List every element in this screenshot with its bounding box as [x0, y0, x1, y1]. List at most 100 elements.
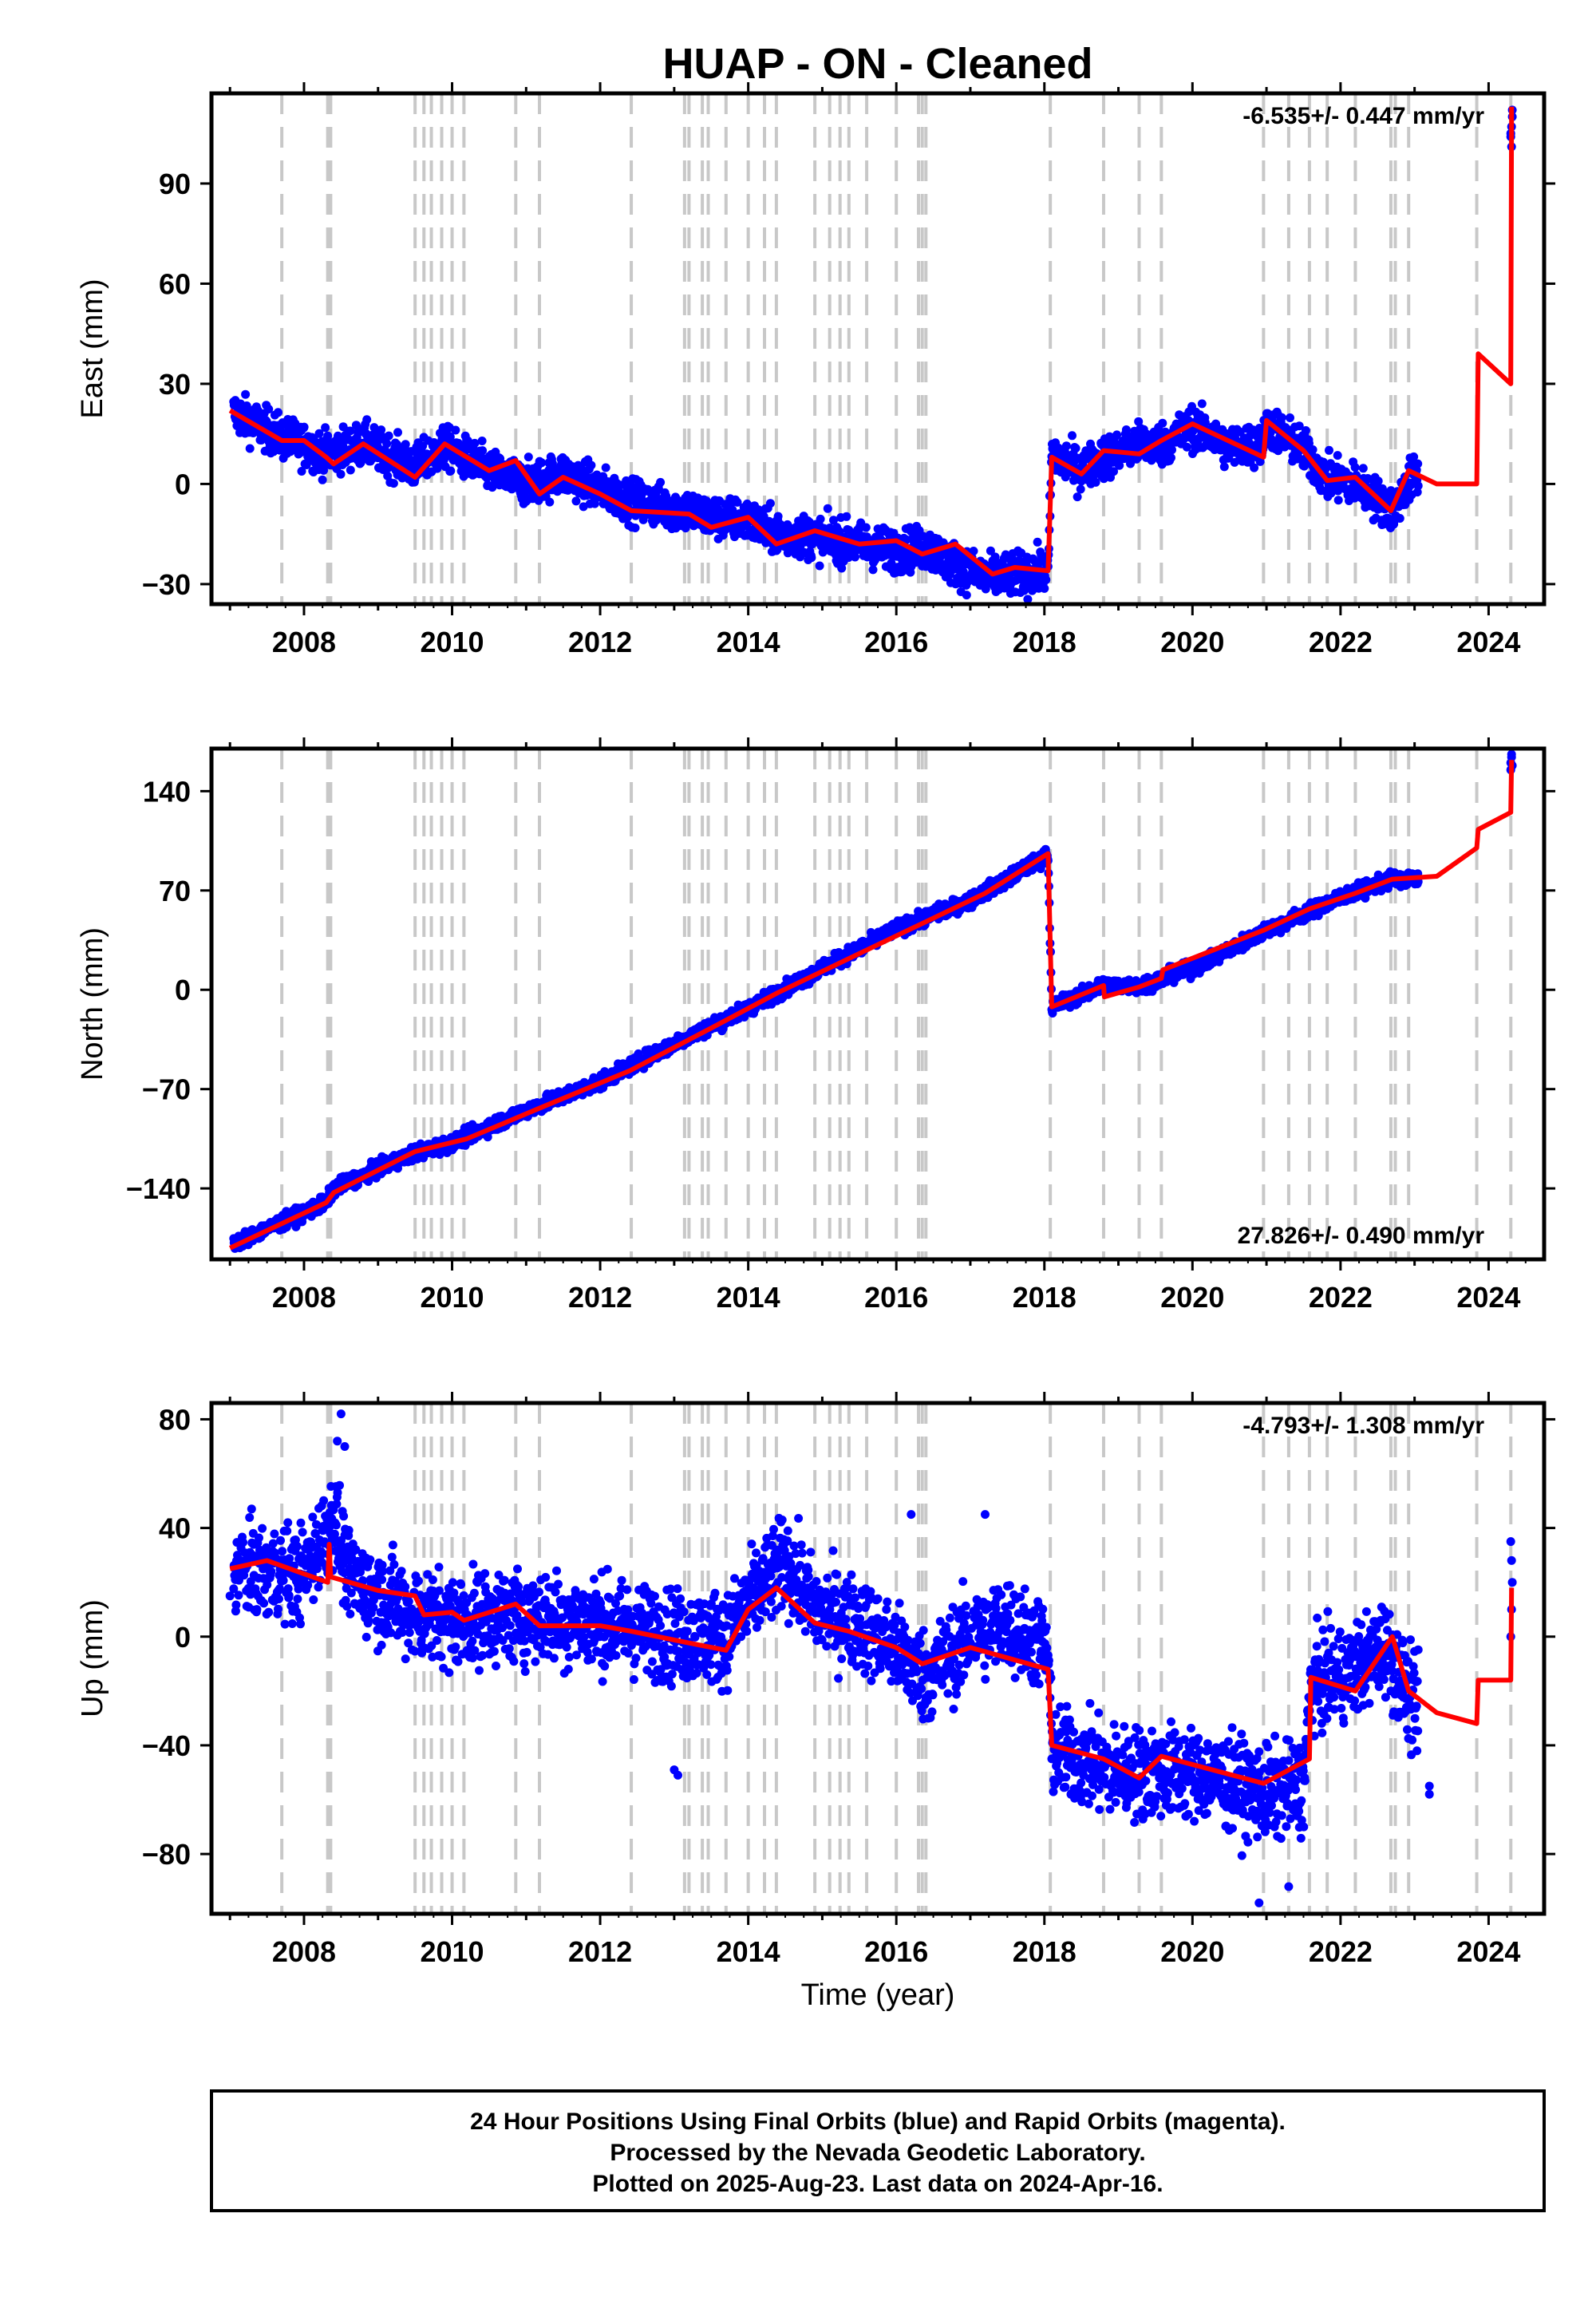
data-point [377, 425, 386, 435]
data-point [1134, 417, 1144, 426]
y-tick-label: 30 [159, 368, 191, 401]
data-point [470, 438, 480, 448]
data-point [1358, 464, 1368, 473]
data-point [362, 415, 372, 425]
data-point [851, 552, 859, 562]
data-point [1115, 460, 1124, 470]
data-point [1076, 484, 1085, 494]
data-point [571, 496, 581, 506]
data-point [451, 425, 460, 435]
data-point [1325, 445, 1333, 455]
data-point [837, 563, 847, 573]
rate-annotation: -6.535+/- 0.447 mm/yr [1242, 103, 1484, 129]
data-point [384, 431, 393, 441]
x-axis-ticks: 2008 2010 2012 2014 2016 2018 2020 2022 2024 [228, 82, 1527, 658]
y-tick-label: 0 [175, 468, 191, 500]
data-point [1308, 445, 1317, 454]
y-tick-label: 60 [159, 267, 191, 300]
data-point [241, 389, 251, 399]
data-point [1200, 418, 1210, 427]
data-point [816, 514, 825, 524]
data-point [772, 545, 782, 555]
data-points [229, 105, 1517, 604]
data-point [1033, 537, 1042, 547]
data-point [1395, 514, 1404, 523]
data-point [445, 433, 455, 441]
data-point [1112, 430, 1122, 440]
data-point [1041, 575, 1051, 584]
east-panel: 2008 2010 2012 2014 2016 2018 2020 2022 2024−300… [76, 82, 1555, 658]
data-point [483, 1132, 492, 1142]
data-point [1073, 492, 1082, 502]
data-point [1121, 425, 1131, 434]
data-point [825, 524, 835, 532]
break-lines [280, 749, 1513, 1259]
data-point [299, 422, 309, 432]
data-point [382, 439, 392, 449]
y-axis-label: East (mm) [76, 279, 109, 418]
data-point [962, 591, 971, 600]
data-point [545, 497, 555, 507]
x-tick-label: 2016 [864, 626, 928, 658]
data-point [868, 565, 878, 575]
y-tick-label: 90 [159, 168, 191, 200]
data-point [274, 408, 282, 417]
data-point [319, 465, 329, 475]
data-point [823, 504, 832, 513]
data-point [1373, 476, 1383, 486]
data-point [314, 429, 324, 438]
data-point [630, 524, 640, 532]
x-tick-label: 2012 [568, 626, 632, 658]
data-point [773, 512, 783, 521]
data-point [656, 477, 666, 487]
data-point [346, 465, 355, 475]
model-line [228, 106, 1515, 577]
data-point [842, 512, 851, 521]
x-tick-label: 2020 [1160, 626, 1224, 658]
x-tick-label: 2008 [272, 626, 336, 658]
data-point [323, 431, 333, 441]
data-point [1061, 441, 1071, 451]
data-point [1197, 399, 1207, 409]
data-point [1040, 583, 1049, 593]
data-point [1167, 445, 1176, 455]
y-tick-label: −30 [142, 568, 191, 601]
data-point [1158, 418, 1167, 428]
data-point [1409, 452, 1419, 461]
data-point [981, 584, 990, 594]
data-point [601, 463, 610, 472]
data-point [346, 426, 355, 436]
data-point [1071, 444, 1080, 453]
data-point [1023, 595, 1033, 604]
data-point [829, 516, 838, 525]
data-point [245, 444, 255, 453]
x-tick-label: 2024 [1456, 626, 1520, 658]
data-point [336, 469, 346, 479]
x-tick-label: 2018 [1013, 626, 1077, 658]
data-point [1109, 467, 1118, 476]
data-point [871, 555, 879, 565]
data-point [1182, 442, 1191, 452]
data-point [1167, 453, 1175, 463]
data-point [1091, 477, 1100, 487]
data-point [523, 453, 533, 462]
break-lines [280, 93, 1513, 604]
data-point [1301, 426, 1310, 435]
data-point [807, 553, 816, 563]
data-point [478, 446, 488, 456]
data-point [861, 523, 871, 532]
data-point [1250, 463, 1259, 472]
data-point [1350, 463, 1360, 472]
data-point [318, 475, 327, 484]
data-point [1219, 462, 1229, 472]
data-point [1277, 413, 1286, 422]
data-point [986, 546, 995, 555]
data-point [1274, 446, 1283, 456]
data-point [463, 436, 472, 445]
data-point [1413, 459, 1423, 468]
data-point [537, 458, 547, 468]
north-panel: 2008 2010 2012 2014 2016 2018 2020 2022 2024−140… [76, 737, 1555, 1314]
data-point [815, 561, 824, 571]
figure-title: HUAP - ON - Cleaned [662, 40, 1092, 88]
